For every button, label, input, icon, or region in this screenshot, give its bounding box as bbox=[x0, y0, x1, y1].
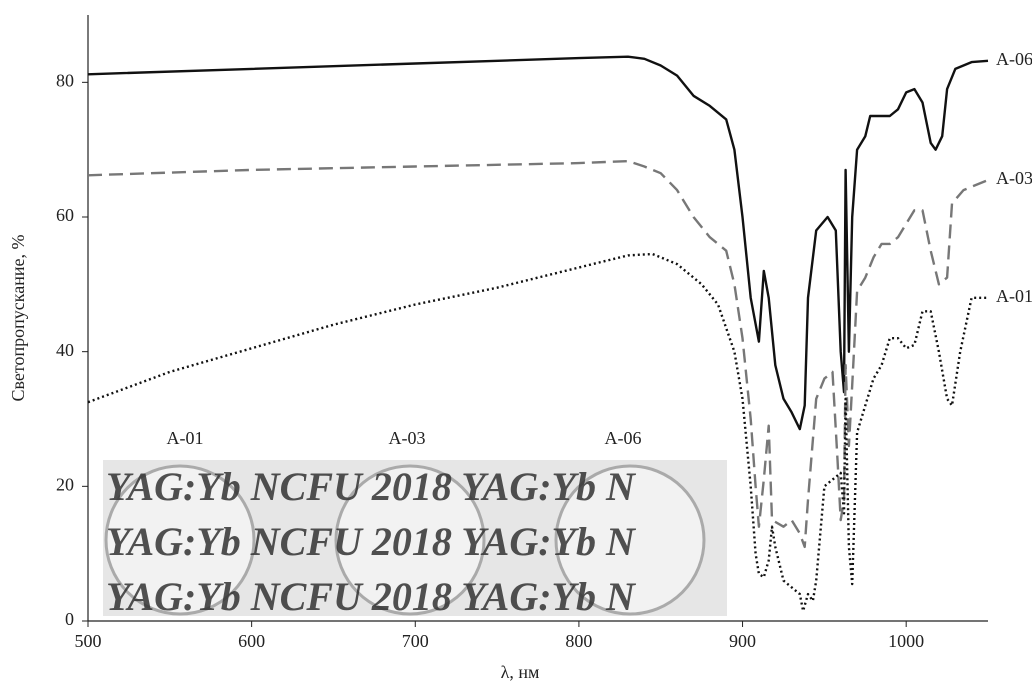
x-tick-label: 700 bbox=[402, 631, 429, 651]
photo-text: YAG:Yb NCFU 2018 YAG:Yb N bbox=[106, 574, 637, 619]
x-tick-label: 900 bbox=[729, 631, 756, 651]
y-tick-label: 20 bbox=[56, 474, 74, 494]
series-line bbox=[87, 159, 989, 549]
y-axis-title: Светопропускание, % bbox=[8, 235, 28, 402]
series-label: A-03 bbox=[996, 168, 1032, 188]
x-tick-label: 600 bbox=[238, 631, 265, 651]
series-line bbox=[87, 55, 989, 431]
photo-text: YAG:Yb NCFU 2018 YAG:Yb N bbox=[106, 464, 637, 509]
inset-photo: YAG:Yb NCFU 2018 YAG:Yb N YAG:Yb NCFU 201… bbox=[103, 460, 727, 619]
x-tick-label: 500 bbox=[75, 631, 102, 651]
x-axis-title: λ, нм bbox=[501, 662, 540, 682]
x-tick-label: 1000 bbox=[888, 631, 924, 651]
y-tick-label: 60 bbox=[56, 205, 74, 225]
y-tick-label: 40 bbox=[56, 340, 74, 360]
sample-label: A-01 bbox=[167, 428, 204, 448]
sample-label: A-06 bbox=[605, 428, 642, 448]
series-label: A-01 bbox=[996, 286, 1032, 306]
sample-disc bbox=[554, 464, 706, 616]
photo-text: YAG:Yb NCFU 2018 YAG:Yb N bbox=[106, 519, 637, 564]
sample-disc bbox=[104, 464, 256, 616]
sample-label: A-03 bbox=[389, 428, 426, 448]
series-line bbox=[87, 252, 988, 613]
y-tick-label: 80 bbox=[56, 70, 74, 90]
y-tick-label: 0 bbox=[65, 609, 74, 629]
x-tick-label: 800 bbox=[565, 631, 592, 651]
sample-disc bbox=[334, 464, 486, 616]
series-label: A-06 bbox=[996, 49, 1032, 69]
